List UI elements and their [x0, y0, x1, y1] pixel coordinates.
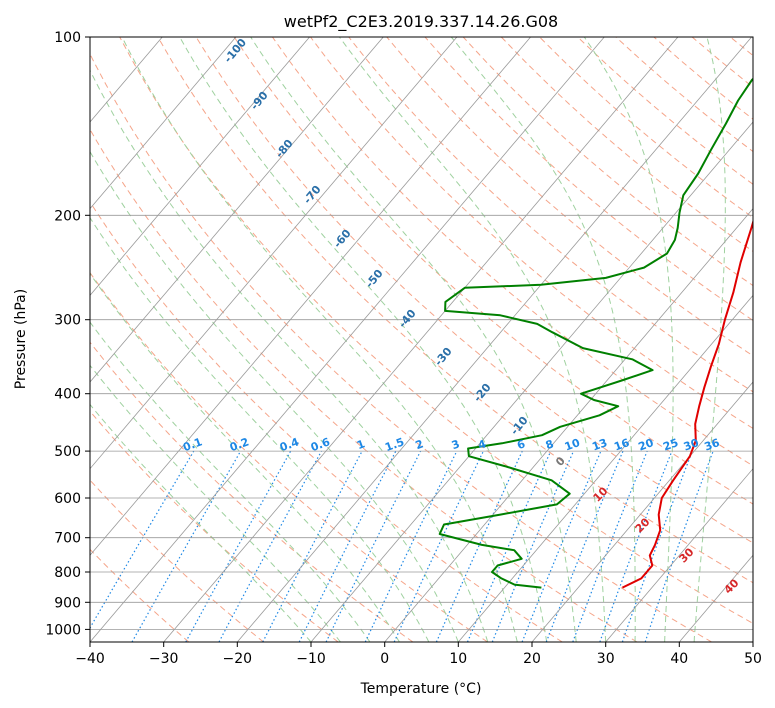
x-tick-label: 30 [597, 651, 615, 667]
isotherm-line [531, 381, 753, 642]
mixing-ratio-label: 13 [590, 436, 609, 453]
isotherm-line [90, 37, 531, 556]
mixing-ratio-label: 10 [563, 436, 582, 454]
mixing-ratio-label: 0.1 [181, 435, 204, 454]
data-traces [438, 77, 753, 589]
dry-adiabat-line [90, 341, 414, 642]
plot-frame [89, 36, 754, 643]
moist-adiabat-line [121, 37, 518, 642]
dry-adiabat-line [90, 271, 488, 642]
mixing-ratio-line [298, 450, 397, 642]
dry-adiabat-line [90, 479, 264, 642]
isotherm-line [90, 37, 237, 210]
isotherm-line [236, 37, 752, 642]
mixing-ratio-line [435, 450, 523, 642]
isotherm-line [90, 37, 310, 296]
mixing-ratio-label: 20 [637, 436, 656, 454]
mixing-ratio-label: 1 [355, 437, 367, 452]
dry-adiabat-line [157, 37, 753, 584]
moist-adiabat-line [583, 37, 674, 642]
temperature-line [621, 218, 753, 589]
x-tick-label: 10 [449, 651, 467, 667]
moist-adiabat-line [90, 321, 371, 642]
mixing-ratio-label: 0.6 [309, 435, 332, 454]
dry-adiabat-line [90, 548, 190, 642]
mixing-ratio-label: 1.5 [383, 435, 406, 454]
isotherm-line [90, 37, 458, 470]
mixing-ratio-line [218, 450, 323, 642]
x-tick-label: 50 [744, 651, 762, 667]
mixing-ratio-label: 16 [612, 436, 631, 454]
isotherm-line [605, 468, 753, 642]
x-tick-label: 20 [523, 651, 541, 667]
moist-adiabat-line [90, 403, 312, 642]
y-tick-label: 500 [54, 444, 81, 460]
y-tick-label: 700 [54, 531, 81, 547]
moist-adiabat-line [90, 150, 459, 642]
isotherm-line [90, 37, 605, 642]
x-tick-label: −40 [75, 651, 105, 667]
x-tick-label: −10 [296, 651, 326, 667]
mixing-ratio-label: 6 [515, 437, 527, 452]
mixing-ratio-line [521, 450, 602, 642]
mixing-ratio-label: 4 [476, 437, 488, 452]
dry-adiabat-line [462, 37, 753, 287]
y-tick-label: 900 [54, 595, 81, 611]
x-tick-label: 40 [670, 651, 688, 667]
mixing-ratio-line [325, 450, 422, 642]
x-axis-label: Temperature (°C) [360, 681, 482, 697]
mixing-ratio-label: 8 [544, 437, 556, 452]
moist-adiabat-line [90, 69, 489, 642]
moist-adiabat-line [450, 37, 636, 642]
isotherm-line [163, 37, 679, 642]
moist-adiabat-line [338, 37, 607, 642]
dry-adiabat-line [90, 52, 712, 642]
plot-background [90, 37, 753, 642]
mixing-ratio-label: 0.4 [278, 435, 301, 454]
isotherm-line [457, 294, 753, 642]
mixing-ratio-label: 36 [703, 436, 722, 454]
moist-adiabat-line [90, 216, 430, 642]
y-tick-label: 1000 [45, 622, 81, 638]
y-tick-label: 400 [54, 387, 81, 403]
y-tick-label: 800 [54, 565, 81, 581]
isotherm-line [90, 37, 384, 383]
dry-adiabat-line [348, 37, 753, 393]
mixing-ratio-label: 0.2 [228, 435, 251, 454]
moist-adiabat-line [250, 37, 577, 642]
dewpoint-line [438, 77, 753, 589]
mixing-ratio-line [572, 450, 648, 642]
moist-adiabat-line [693, 37, 726, 642]
background-lines [90, 37, 753, 642]
mixing-ratio-line [644, 450, 714, 642]
axis-ticks: −40 −30 −20 −10 0 10 20 30 40 5010020030040050060… [45, 30, 762, 667]
mixing-ratio-line [621, 450, 693, 642]
mixing-ratio-label: 2 [414, 437, 426, 452]
mixing-ratio-label: 25 [661, 436, 680, 453]
dry-adiabat-line [310, 37, 753, 430]
chart-title: wetPf2_C2E3.2019.337.14.26.G08 [284, 12, 558, 32]
dry-adiabat-line [90, 201, 563, 642]
x-tick-label: 0 [380, 651, 389, 667]
moist-adiabat-line [90, 272, 400, 642]
dry-adiabat-line [233, 37, 753, 505]
moist-adiabat-line [90, 364, 341, 642]
y-tick-label: 300 [54, 313, 81, 329]
mixing-ratio-line [185, 450, 292, 642]
dry-adiabat-line [271, 37, 753, 467]
x-tick-label: −30 [149, 651, 179, 667]
mixing-ratio-line [545, 450, 624, 642]
x-tick-label: −20 [223, 651, 253, 667]
y-axis-label: Pressure (hPa) [13, 289, 29, 389]
y-tick-label: 200 [54, 208, 81, 224]
dry-adiabat-line [119, 37, 753, 624]
y-tick-label: 100 [54, 30, 81, 46]
mixing-ratio-label: 3 [450, 437, 462, 452]
y-tick-label: 600 [54, 491, 81, 507]
mixing-ratio-label: 30 [682, 436, 701, 454]
mixing-ratio-line [599, 450, 673, 642]
